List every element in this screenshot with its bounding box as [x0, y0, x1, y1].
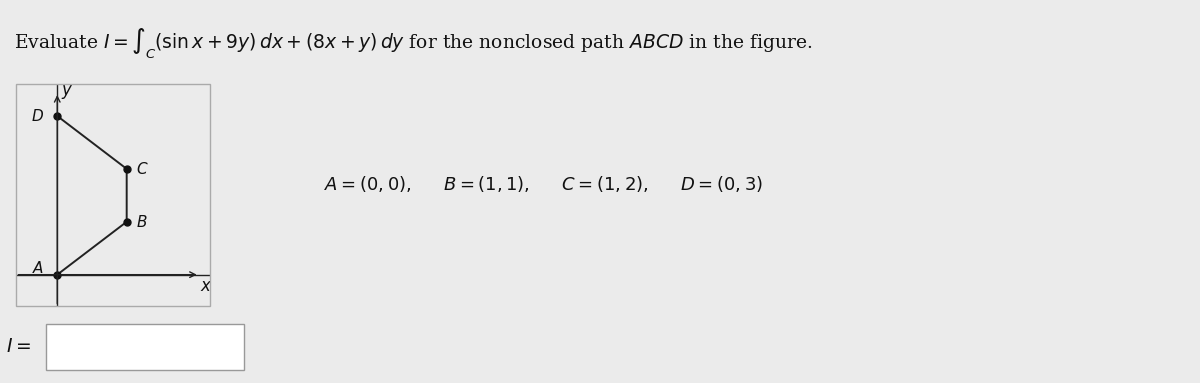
Text: $A = (0, 0),$     $B = (1, 1),$     $C = (1, 2),$     $D = (0, 3)$: $A = (0, 0),$ $B = (1, 1),$ $C = (1, 2),… [324, 174, 763, 194]
Text: $x$: $x$ [200, 277, 212, 295]
Text: Evaluate $I = \int_C(\sin x + 9y)\,dx + (8x + y)\,dy$ for the nonclosed path $AB: Evaluate $I = \int_C(\sin x + 9y)\,dx + … [14, 27, 812, 61]
Text: $y$: $y$ [61, 83, 74, 101]
Text: $\mathit{D}$: $\mathit{D}$ [31, 108, 44, 124]
Text: $\mathit{C}$: $\mathit{C}$ [136, 161, 149, 177]
Text: $\mathit{A}$: $\mathit{A}$ [31, 260, 44, 276]
Text: $\mathit{B}$: $\mathit{B}$ [136, 214, 148, 230]
Text: $I =$: $I =$ [6, 338, 31, 355]
